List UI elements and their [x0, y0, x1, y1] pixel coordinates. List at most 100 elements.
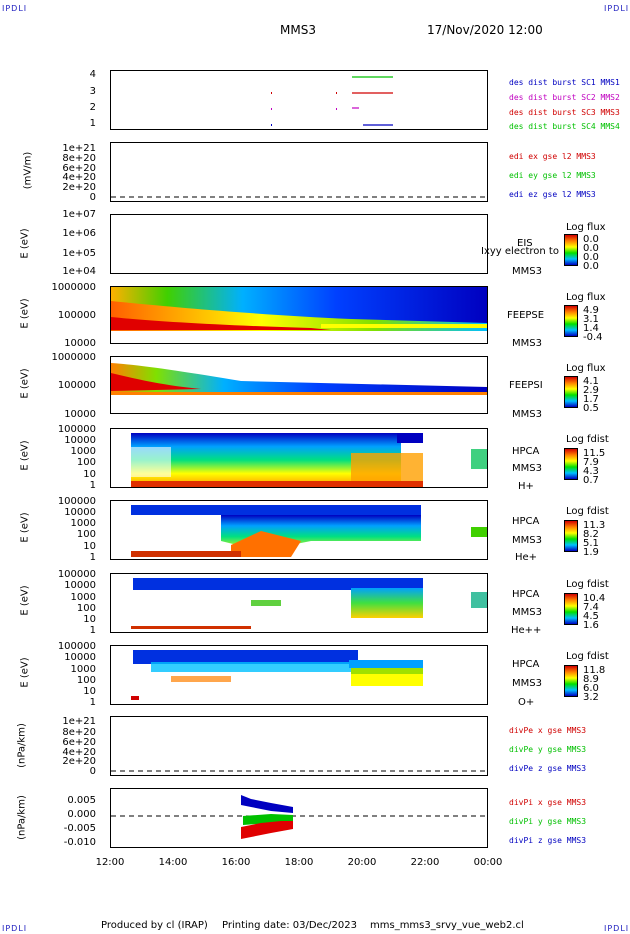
p4-cb-title: Log flux [566, 292, 606, 303]
p8-species: He++ [511, 625, 542, 636]
p5-colorbar [564, 376, 578, 408]
p1-legend: des dist burst SC2 MMS2 [509, 93, 620, 102]
p6-tick: 1 [89, 480, 96, 491]
p11-legend: divPi z gse MMS3 [509, 836, 587, 845]
p9-tick: 1000 [70, 664, 96, 675]
p7-tick: 1 [89, 552, 96, 563]
p5-cb-val: 2.9 [583, 385, 599, 396]
corner-label-tl: IPDLI [2, 4, 28, 13]
p2-tick: 1e+21 [62, 143, 96, 154]
p8-tick: 1 [89, 625, 96, 636]
p6-cb-val: 11.5 [583, 448, 606, 459]
p8-cb-val: 1.6 [583, 620, 599, 631]
p7-cb-val: 1.9 [583, 547, 599, 558]
p3-tick: 1e+05 [62, 248, 96, 259]
p6-tick: 100 [76, 457, 96, 468]
corner-label-br: IPDLI [604, 924, 630, 933]
p10-tick: 0 [89, 766, 96, 777]
p1-tick: 1 [89, 118, 96, 129]
burst-plot [271, 76, 393, 126]
p8-tick: 10 [83, 614, 96, 625]
p5-tick: 100000 [57, 380, 96, 391]
p3-instrument: EIS [517, 238, 533, 249]
p10-ylabel: (nPa/km) [16, 723, 28, 768]
p5-ylabel: E (eV) [19, 368, 31, 399]
p11-tick: 0.000 [67, 809, 96, 820]
p9-tick: 100000 [57, 641, 96, 652]
p4-spacecraft: MMS3 [512, 338, 542, 349]
x-tick: 16:00 [221, 857, 251, 868]
p4-tick: 10000 [64, 338, 96, 349]
p8-tick: 1000 [70, 592, 96, 603]
p9-species: O+ [518, 697, 535, 708]
p10-legend: divPe x gse MMS3 [509, 726, 587, 735]
p8-cb-val: 4.5 [583, 611, 599, 622]
p8-cb-title: Log fdist [566, 579, 609, 590]
p7-species: He+ [515, 552, 538, 563]
divpi-z-band [241, 795, 293, 813]
p6-cb-title: Log fdist [566, 434, 609, 445]
panel-hpca-hplus [110, 428, 488, 488]
p4-cb-val: 1.4 [583, 323, 599, 334]
x-tick: 22:00 [410, 857, 440, 868]
x-tick: 12:00 [95, 857, 125, 868]
divpi-x-band [241, 821, 293, 839]
p4-cb-val: 3.1 [583, 314, 599, 325]
p6-cb-val: 0.7 [583, 475, 599, 486]
panel-burst [110, 70, 488, 130]
p5-cb-val: 4.1 [583, 376, 599, 387]
x-tick: 00:00 [473, 857, 503, 868]
p9-tick: 10000 [64, 652, 96, 663]
p7-tick: 1000 [70, 518, 96, 529]
panel-divpi [110, 788, 489, 848]
x-tick: 18:00 [284, 857, 314, 868]
p10-tick: 8e+20 [62, 727, 96, 738]
p6-species: H+ [518, 481, 534, 492]
p9-spacecraft: MMS3 [512, 678, 542, 689]
corner-label-bl: IPDLI [2, 924, 28, 933]
p3-cb-val: 0.0 [583, 234, 599, 245]
p9-tick: 100 [76, 675, 96, 686]
p1-tick: 3 [89, 86, 96, 97]
p6-colorbar [564, 448, 578, 480]
p9-ylabel: E (eV) [19, 657, 31, 688]
p4-tick: 100000 [57, 310, 96, 321]
p3-cb-val: 0.0 [583, 261, 599, 272]
p2-legend: edi ey gse l2 MMS3 [509, 171, 596, 180]
panel-eis [110, 214, 488, 274]
p10-tick: 2e+20 [62, 756, 96, 767]
panel-hpca-heplus [110, 500, 488, 560]
p1-legend: des dist burst SC3 MMS3 [509, 108, 620, 117]
p6-instrument: HPCA [512, 446, 540, 457]
header-datetime: 17/Nov/2020 12:00 [427, 23, 543, 37]
p3-tick: 1e+06 [62, 228, 96, 239]
p8-spacecraft: MMS3 [512, 607, 542, 618]
p3-tick: 1e+04 [62, 266, 96, 277]
p8-colorbar [564, 593, 578, 625]
x-tick: 20:00 [347, 857, 377, 868]
p9-tick: 1 [89, 697, 96, 708]
p3-cb-val: 0.0 [583, 252, 599, 263]
p8-cb-val: 10.4 [583, 593, 606, 604]
p9-cb-title: Log fdist [566, 651, 609, 662]
p7-tick: 100 [76, 529, 96, 540]
p5-instrument: FEEPSI [509, 380, 543, 391]
p10-legend: divPe z gse MMS3 [509, 764, 587, 773]
p5-cb-val: 1.7 [583, 394, 599, 405]
p7-cb-val: 5.1 [583, 538, 599, 549]
p4-colorbar [564, 305, 578, 337]
p8-cb-val: 7.4 [583, 602, 599, 613]
footer-printing: Printing date: 03/Dec/2023 [222, 920, 358, 931]
p6-tick: 100000 [57, 424, 96, 435]
p5-cb-val: 0.5 [583, 403, 599, 414]
p7-tick: 100000 [57, 496, 96, 507]
p4-tick: 1000000 [51, 282, 96, 293]
panel-hpca-oplus [110, 645, 488, 705]
header-spacecraft: MMS3 [280, 23, 316, 37]
p8-tick: 100 [76, 603, 96, 614]
panel-feepsi [110, 356, 488, 414]
p9-colorbar [564, 665, 578, 697]
p6-tick: 1000 [70, 446, 96, 457]
p4-ylabel: E (eV) [19, 298, 31, 329]
p2-tick: 4e+20 [62, 172, 96, 183]
